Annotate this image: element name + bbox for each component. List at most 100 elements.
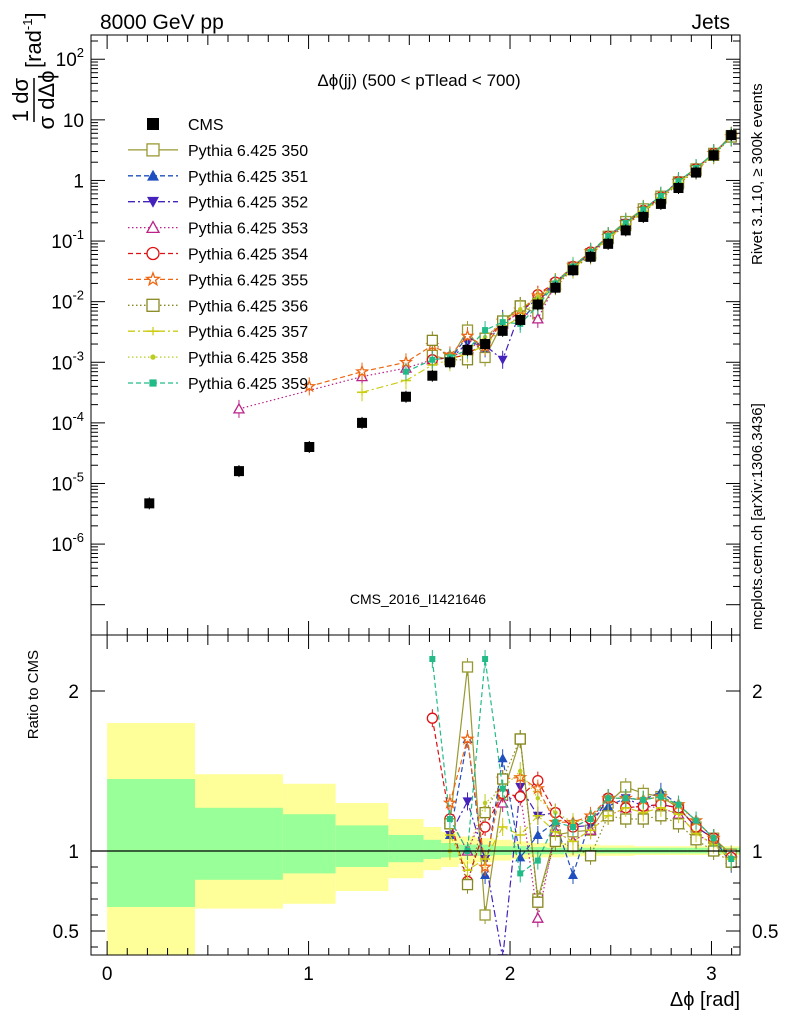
ratio-point: [442, 795, 458, 809]
legend-entry: Pythia 6.425 353: [128, 220, 308, 238]
mc-point: [426, 334, 438, 346]
ratio-point: [691, 829, 702, 837]
legend-entry: Pythia 6.425 352: [128, 195, 308, 212]
ratio-panel-frame: [90, 634, 741, 956]
y-tick-label-base: 10: [51, 232, 72, 253]
ratio-point: [514, 790, 526, 803]
legend-label: Pythia 6.425 357: [188, 324, 308, 341]
x-tick-label: 0: [102, 964, 113, 985]
y-tick-label-base: 10: [51, 535, 72, 556]
uncertainty-band-inner: [195, 807, 283, 880]
ratio-point: [462, 797, 473, 807]
mc-point: [622, 219, 629, 226]
mc-point: [675, 178, 682, 185]
mc-point: [657, 193, 664, 200]
cms-data-point: [304, 441, 315, 452]
ratio-point: [532, 830, 543, 839]
ratio-y-tick-label-left: 0.5: [53, 922, 79, 943]
legend-label: Pythia 6.425 355: [188, 272, 308, 289]
ratio-point: [460, 731, 475, 745]
mc-point: [535, 294, 541, 300]
mc-point: [429, 356, 436, 363]
ratio-point: [587, 816, 594, 822]
ratio-point: [518, 768, 523, 774]
mc-point: [531, 312, 544, 324]
cms-data-point: [357, 417, 368, 428]
uncertainty-band-inner: [107, 779, 196, 907]
jets-label: Jets: [691, 11, 730, 34]
ratio-point: [446, 816, 453, 822]
legend-marker: [147, 327, 159, 336]
ratio-point: [552, 819, 559, 826]
ratio-point: [429, 656, 436, 662]
y-label-unit-base: [rad: [21, 30, 46, 68]
ratio-point: [482, 800, 488, 806]
legend: CMS Pythia 6.425 350 Pythia 6.425 351 Pythi…: [128, 117, 308, 393]
y-label-numerator: 1 dσ: [8, 78, 33, 123]
cms-data-point: [726, 130, 737, 141]
cms-data-point: [673, 183, 684, 194]
ratio-point: [569, 824, 576, 830]
mc-series-line: [309, 136, 732, 387]
y-tick-label-exponent: -5: [72, 469, 84, 484]
legend-marker: [149, 379, 157, 387]
x-tick-label: 3: [706, 964, 717, 985]
legend-label: Pythia 6.425 350: [188, 143, 308, 160]
y-tick-label-base: 10: [51, 353, 72, 374]
mc-point: [499, 319, 506, 326]
ratio-point: [517, 870, 524, 877]
ratio-point: [497, 753, 508, 763]
ratio-point: [496, 796, 509, 808]
legend-entry: Pythia 6.425 355: [128, 270, 308, 289]
cms-data-point: [427, 370, 438, 381]
mc-point: [232, 402, 246, 414]
cms-data-point: [638, 211, 649, 222]
legend-marker: [145, 220, 161, 234]
mc-point: [518, 306, 523, 312]
y-tick-label: 102: [56, 45, 84, 71]
ratio-point: [657, 793, 664, 800]
legend-entry: Pythia 6.425 359: [128, 376, 308, 393]
legend-marker: [150, 354, 156, 360]
cms-data-point: [497, 325, 508, 336]
ratio-point: [534, 857, 541, 864]
mc-point: [497, 355, 508, 365]
cms-data-point: [567, 265, 578, 276]
ratio-point: [479, 909, 491, 921]
legend-marker: [147, 118, 159, 130]
ratio-panel: 0.5 0.5 1 1 2 2 0 1 2 3 Ratio to CMS Δϕ [rad]: [25, 634, 778, 1011]
cms-data-point: [603, 238, 614, 249]
y-tick-label-base: 10: [51, 293, 72, 314]
ratio-point: [675, 801, 682, 808]
legend-entry: Pythia 6.425 356: [128, 298, 308, 315]
ratio-point: [553, 810, 558, 815]
ratio-series: [429, 650, 735, 883]
cms-data-point: [620, 225, 631, 236]
ratio-point: [479, 821, 491, 833]
y-tick-label: 10-1: [51, 227, 84, 253]
watermark: CMS_2016_I1421646: [350, 591, 486, 607]
ratio-point: [638, 809, 649, 817]
legend-marker: [147, 196, 159, 208]
ratio-y-axis-label: Ratio to CMS: [25, 650, 42, 739]
y-tick-label-exponent: -4: [72, 409, 84, 424]
ratio-point: [567, 837, 578, 845]
main-y-axis-label: 1 dσ σ dΔϕ [rad-1]: [8, 12, 59, 129]
ratio-point: [461, 878, 474, 891]
cms-data-point: [550, 282, 561, 293]
y-tick-label: 10-3: [51, 348, 84, 374]
legend-label: Pythia 6.425 358: [188, 350, 308, 367]
x-tick-label: 1: [303, 964, 314, 985]
cms-data-point: [444, 357, 455, 368]
cms-data-point: [462, 344, 473, 355]
legend-marker: [146, 143, 160, 157]
ratio-point: [584, 850, 597, 862]
cms-data-point: [515, 314, 526, 325]
ratio-point: [482, 656, 489, 662]
cms-data-point: [400, 391, 411, 402]
y-tick-label: 10-2: [51, 288, 84, 314]
ratio-point: [480, 855, 491, 863]
legend-label: Pythia 6.425 356: [188, 298, 308, 315]
legend-marker: [146, 246, 160, 261]
